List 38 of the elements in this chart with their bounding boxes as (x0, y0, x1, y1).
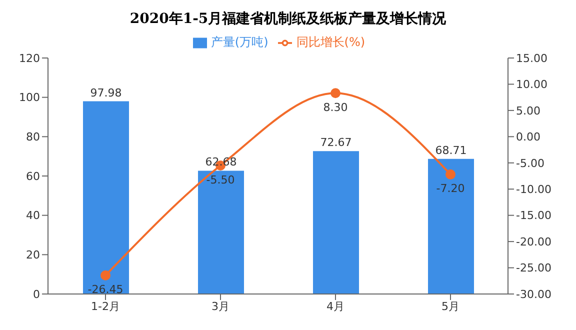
data-label: 97.98 (90, 86, 122, 100)
y2-tick-label: -5.00 (516, 156, 544, 170)
point (330, 88, 340, 98)
legend-label: 产量(万吨) (210, 35, 268, 49)
bar (83, 101, 129, 294)
y-tick-label: 40 (26, 209, 40, 222)
y-tick-label: 80 (26, 130, 40, 144)
data-label: 68.71 (435, 144, 467, 157)
data-label: 8.30 (323, 100, 348, 114)
data-label: 72.67 (320, 136, 352, 150)
bar (428, 158, 474, 294)
data-label: -5.50 (206, 173, 235, 186)
y2-tick-label: -25.00 (516, 262, 552, 275)
y2-tick-label: -15.00 (516, 209, 552, 222)
data-label: -26.45 (88, 283, 124, 296)
y2-tick-label: 0.00 (516, 130, 540, 144)
y-tick-label: 100 (19, 91, 40, 104)
bar (198, 170, 244, 294)
x-tick-label: 5月 (442, 300, 460, 313)
x-tick-label: 1-2月 (91, 300, 120, 313)
y2-tick-label: 15.00 (516, 52, 548, 65)
point (446, 169, 456, 180)
y2-tick-label: -30.00 (516, 288, 552, 301)
y2-tick-label: -10.00 (516, 183, 552, 196)
x-tick-label: 3月 (212, 300, 230, 313)
bar (313, 151, 359, 294)
legend-label: 同比增长(%) (296, 35, 366, 49)
point (100, 270, 110, 280)
data-label: -7.20 (436, 182, 465, 196)
y-tick-label: 20 (26, 248, 40, 262)
y2-tick-label: 10.00 (516, 78, 548, 92)
y-tick-label: 120 (19, 52, 40, 65)
chart-title: 2020年1-5月福建省机制纸及纸板产量及增长情况 (128, 10, 448, 29)
y2-tick-label: -20.00 (516, 235, 552, 248)
x-tick-label: 4月 (326, 300, 344, 313)
y2-tick-label: 5.00 (516, 104, 540, 118)
y-tick-label: 60 (26, 170, 40, 183)
y-tick-label: 0 (33, 288, 40, 301)
